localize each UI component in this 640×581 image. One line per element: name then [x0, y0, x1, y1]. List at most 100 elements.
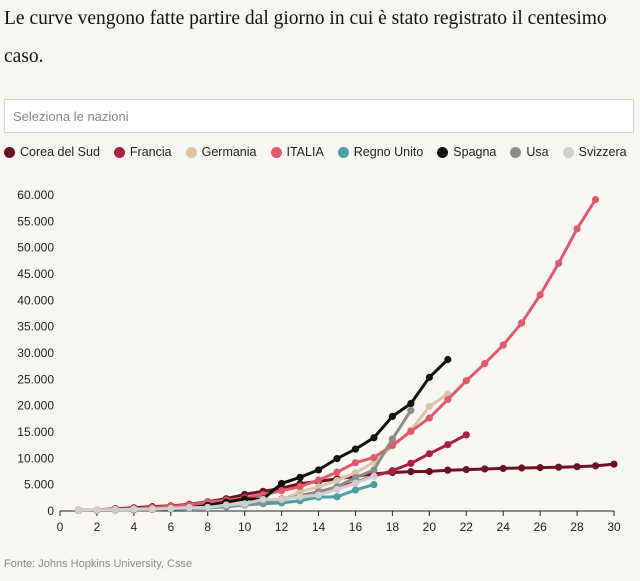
legend-label-regno-unito: Regno Unito [353, 145, 424, 159]
legend-label-italia: ITALIA [286, 145, 324, 159]
data-point-corea-del-sud [407, 468, 415, 476]
legend-swatch-spagna [437, 146, 449, 158]
data-point-spagna [388, 412, 396, 420]
data-point-corea-del-sud [573, 463, 581, 471]
data-point-svizzera [148, 505, 156, 513]
legend-item-spagna[interactable]: Spagna [437, 145, 496, 159]
data-point-corea-del-sud [462, 465, 470, 474]
line-chart: 0 5.000 10.000 15.000 20.000 25.000 30.000 35.0… [17, 188, 621, 534]
legend-item-francia[interactable]: Francia [113, 145, 172, 159]
data-point-italia [407, 427, 415, 436]
legend-item-usa[interactable]: Usa [510, 145, 549, 159]
legend-swatch-francia [113, 146, 125, 158]
x-tick-label: 24 [497, 520, 511, 534]
x-tick-label: 8 [204, 520, 211, 534]
y-tick-label: 40.000 [17, 293, 54, 307]
legend-item-svizzera[interactable]: Svizzera [562, 145, 627, 159]
data-point-svizzera [351, 479, 360, 487]
y-tick-label: 45.000 [17, 267, 54, 281]
data-point-corea-del-sud [499, 464, 507, 473]
data-point-corea-del-sud [444, 466, 452, 474]
legend-swatch-svizzera [562, 146, 574, 158]
legend-item-germania[interactable]: Germania [185, 145, 257, 159]
y-tick-label: 30.000 [17, 346, 54, 360]
data-point-francia [388, 467, 396, 475]
legend-swatch-usa [510, 146, 522, 158]
y-tick-label: 55.000 [17, 214, 54, 228]
legend-item-regno-unito[interactable]: Regno Unito [337, 145, 424, 159]
data-point-italia [462, 377, 470, 385]
data-point-usa [370, 466, 378, 474]
data-point-italia [573, 225, 581, 233]
data-point-corea-del-sud [536, 464, 544, 472]
x-tick-label: 20 [423, 520, 437, 534]
legend-label-corea-del-sud: Corea del Sud [20, 145, 100, 159]
data-point-svizzera [296, 493, 304, 501]
data-point-svizzera [333, 485, 341, 494]
x-tick-label: 26 [533, 520, 547, 534]
y-tick-label: 0 [47, 504, 54, 518]
data-point-italia [278, 487, 286, 495]
data-point-germania [314, 483, 323, 491]
y-tick-label: 50.000 [17, 241, 54, 255]
legend-swatch-regno-unito [337, 146, 349, 158]
legend-swatch-corea-del-sud [4, 146, 15, 158]
data-point-italia [314, 476, 323, 484]
data-point-svizzera [222, 501, 230, 509]
data-point-italia [425, 414, 433, 422]
data-point-italia [591, 195, 600, 204]
data-point-spagna [351, 445, 360, 453]
data-point-spagna [333, 455, 341, 463]
data-point-svizzera [111, 505, 119, 514]
data-point-spagna [296, 473, 304, 481]
x-tick-label: 28 [570, 520, 584, 534]
data-point-corea-del-sud [481, 465, 489, 473]
x-tick-label: 6 [167, 520, 174, 534]
data-point-italia [536, 291, 544, 299]
data-point-spagna [370, 434, 378, 442]
x-tick-label: 2 [94, 520, 101, 534]
legend-label-usa: Usa [526, 145, 549, 159]
legend-swatch-italia [270, 146, 282, 158]
data-point-svizzera [278, 495, 286, 504]
y-tick-label: 5.000 [24, 478, 54, 492]
x-tick-label: 4 [131, 520, 138, 534]
data-point-spagna [314, 466, 323, 474]
data-point-regno-unito [351, 486, 360, 494]
data-point-svizzera [185, 503, 193, 512]
data-point-usa [388, 435, 396, 443]
data-point-italia [444, 395, 452, 404]
y-tick-label: 10.000 [17, 451, 54, 465]
data-point-italia [333, 468, 341, 476]
x-tick-label: 10 [238, 520, 252, 534]
x-tick-label: 18 [386, 520, 400, 534]
data-point-svizzera [370, 472, 378, 480]
data-point-spagna [278, 479, 286, 488]
data-point-italia [555, 259, 563, 267]
data-point-svizzera [74, 506, 83, 514]
country-search-input[interactable] [4, 99, 634, 133]
legend-item-italia[interactable]: ITALIA [270, 145, 324, 159]
chart-legend: Corea del Sud Francia Germania ITALIA Regno … [4, 145, 640, 159]
legend-label-spagna: Spagna [453, 145, 497, 159]
x-tick-label: 12 [275, 520, 289, 534]
source-note: Fonte: Johns Hopkins University, Csse [4, 558, 193, 570]
x-tick-label: 22 [460, 520, 474, 534]
data-point-corea-del-sud [518, 464, 526, 472]
legend-swatch-germania [185, 146, 197, 158]
data-point-svizzera [314, 491, 323, 499]
legend-item-corea-del-sud[interactable]: Corea del Sud [4, 145, 100, 159]
data-point-svizzera [130, 505, 138, 513]
data-point-italia [351, 459, 360, 467]
data-point-spagna [444, 355, 452, 364]
data-point-svizzera [167, 504, 175, 513]
data-point-svizzera [204, 503, 212, 512]
data-point-usa [351, 473, 360, 482]
intro-text: Le curve vengono fatte partire dal giorn… [4, 8, 607, 67]
data-point-francia [444, 440, 452, 449]
x-tick-label: 0 [57, 520, 64, 534]
data-point-germania [333, 476, 341, 485]
data-point-francia [425, 450, 433, 458]
y-tick-label: 35.000 [17, 320, 54, 334]
data-point-corea-del-sud [555, 463, 563, 471]
